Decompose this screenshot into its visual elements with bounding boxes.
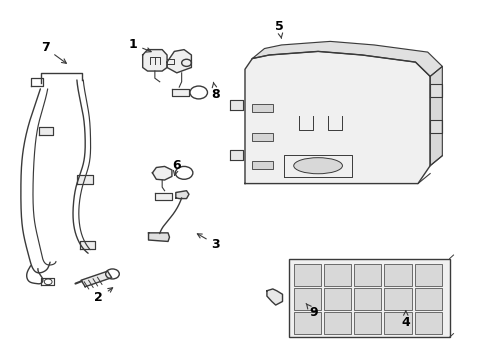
FancyBboxPatch shape [294,264,321,286]
Text: 1: 1 [128,38,151,52]
FancyBboxPatch shape [384,312,412,334]
FancyBboxPatch shape [384,288,412,310]
Text: 9: 9 [306,303,318,319]
Text: 6: 6 [172,159,181,175]
Polygon shape [252,41,442,76]
Polygon shape [267,289,283,305]
Ellipse shape [294,158,343,174]
FancyBboxPatch shape [324,312,351,334]
FancyBboxPatch shape [289,258,450,337]
FancyBboxPatch shape [415,312,442,334]
Polygon shape [430,120,442,133]
FancyBboxPatch shape [415,264,442,286]
Polygon shape [152,166,172,180]
FancyBboxPatch shape [294,288,321,310]
FancyBboxPatch shape [384,264,412,286]
Polygon shape [81,271,112,287]
Text: 7: 7 [41,41,66,63]
Polygon shape [77,175,93,184]
Polygon shape [39,127,52,135]
Polygon shape [80,242,95,249]
FancyBboxPatch shape [354,264,381,286]
Polygon shape [167,50,192,73]
Text: 2: 2 [95,288,113,305]
Text: 5: 5 [275,20,284,39]
Text: 3: 3 [197,234,220,251]
Text: 4: 4 [401,311,410,329]
FancyBboxPatch shape [294,312,321,334]
FancyBboxPatch shape [415,288,442,310]
Text: 8: 8 [212,82,220,101]
Polygon shape [176,191,189,199]
Polygon shape [430,84,442,97]
FancyBboxPatch shape [324,288,351,310]
FancyBboxPatch shape [252,133,273,141]
Polygon shape [155,193,172,200]
Polygon shape [143,50,167,71]
FancyBboxPatch shape [354,312,381,334]
FancyBboxPatch shape [252,161,273,169]
Polygon shape [148,233,170,242]
Polygon shape [172,89,189,96]
Polygon shape [230,150,243,160]
FancyBboxPatch shape [354,288,381,310]
Polygon shape [230,100,243,111]
Polygon shape [245,51,430,184]
FancyBboxPatch shape [252,104,273,112]
Polygon shape [430,66,442,166]
FancyBboxPatch shape [324,264,351,286]
